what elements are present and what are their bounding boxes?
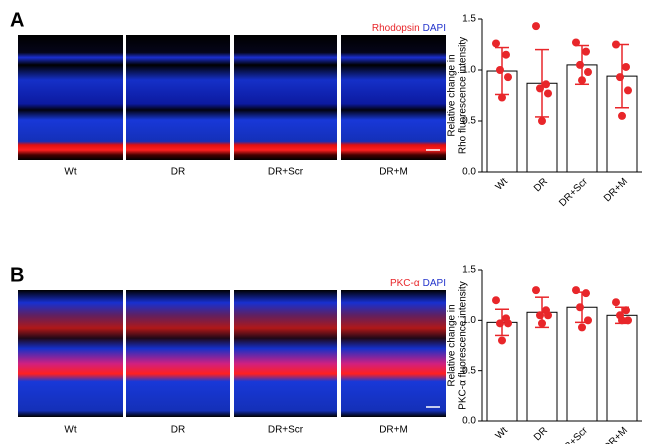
data-point — [502, 50, 510, 59]
y-tick-label: 0.5 — [462, 365, 476, 376]
stain-legend: PKC-α DAPI — [390, 278, 446, 289]
image-label: DR+Scr — [268, 425, 304, 436]
y-axis-label: Rho fluorescence intensity — [458, 37, 469, 154]
image-label: DR+Scr — [268, 167, 304, 178]
x-tick-label: DR+M — [602, 425, 630, 444]
data-point — [544, 311, 552, 320]
y-axis-label: Relative change in — [447, 54, 458, 136]
image-label: Wt — [64, 425, 76, 436]
data-point — [612, 298, 620, 307]
y-tick-label: 1.5 — [462, 265, 476, 276]
image-label: DR — [171, 167, 185, 178]
y-tick-label: 1.0 — [462, 315, 476, 326]
data-point — [582, 289, 590, 298]
micrograph — [341, 35, 446, 160]
panel-label: A — [10, 9, 24, 31]
y-tick-label: 0.0 — [462, 416, 476, 427]
bar — [526, 82, 558, 173]
data-point — [542, 80, 550, 89]
data-point — [504, 73, 512, 82]
data-point — [624, 86, 632, 95]
data-point — [492, 296, 500, 305]
stain-legend: Rhodopsin DAPI — [372, 23, 446, 34]
data-point — [618, 316, 626, 325]
y-axis-label: Relative change in — [447, 304, 458, 386]
data-point — [612, 40, 620, 49]
data-point — [622, 306, 630, 315]
stain-name: DAPI — [423, 23, 446, 34]
x-tick-label: DR — [532, 176, 550, 194]
micrograph — [341, 290, 446, 417]
data-point — [496, 66, 504, 74]
data-point — [498, 336, 506, 345]
data-point — [582, 47, 590, 56]
micrograph — [18, 290, 123, 417]
stain-name: DAPI — [423, 278, 446, 289]
x-tick-label: Wt — [494, 425, 511, 442]
stain-name: PKC-α — [390, 278, 420, 289]
x-tick-label: DR+M — [602, 176, 630, 204]
data-point — [622, 62, 630, 71]
panel-label: B — [10, 264, 24, 286]
x-tick-label: DR+Scr — [557, 425, 590, 444]
data-point — [538, 117, 546, 125]
x-tick-label: DR+Scr — [557, 176, 590, 209]
data-point — [504, 319, 512, 328]
data-point — [624, 316, 632, 325]
image-label: DR+M — [379, 425, 408, 436]
data-point — [584, 68, 592, 77]
micrograph — [18, 35, 123, 160]
data-point — [576, 60, 584, 69]
y-axis-label: PKC-α fluorescence intensity — [458, 281, 469, 410]
micrograph — [126, 290, 230, 417]
data-point — [572, 286, 580, 295]
data-point — [532, 286, 540, 295]
image-label: DR — [171, 425, 185, 436]
bar — [606, 314, 638, 422]
data-point — [618, 111, 626, 120]
image-label: DR+M — [379, 167, 408, 178]
micrograph — [234, 290, 337, 417]
x-tick-label: DR — [532, 425, 550, 443]
y-tick-label: 0.0 — [462, 167, 476, 178]
micrograph — [126, 35, 230, 160]
bar — [526, 311, 558, 422]
data-point — [616, 73, 624, 82]
data-point — [578, 76, 586, 85]
data-point — [536, 84, 544, 93]
x-tick-label: Wt — [494, 176, 511, 193]
data-point — [572, 38, 580, 47]
stain-name: Rhodopsin — [372, 23, 420, 34]
data-point — [532, 22, 540, 31]
y-tick-label: 1.0 — [462, 65, 476, 76]
image-label: Wt — [64, 167, 76, 178]
data-point — [536, 311, 544, 320]
data-point — [492, 39, 500, 48]
data-point — [498, 93, 506, 102]
data-point — [576, 303, 584, 312]
data-point — [538, 319, 546, 328]
micrograph — [234, 35, 337, 160]
data-point — [584, 316, 592, 325]
data-point — [544, 89, 552, 98]
y-tick-label: 1.5 — [462, 14, 476, 25]
y-tick-label: 0.5 — [462, 116, 476, 127]
data-point — [496, 319, 504, 328]
data-point — [578, 323, 586, 332]
